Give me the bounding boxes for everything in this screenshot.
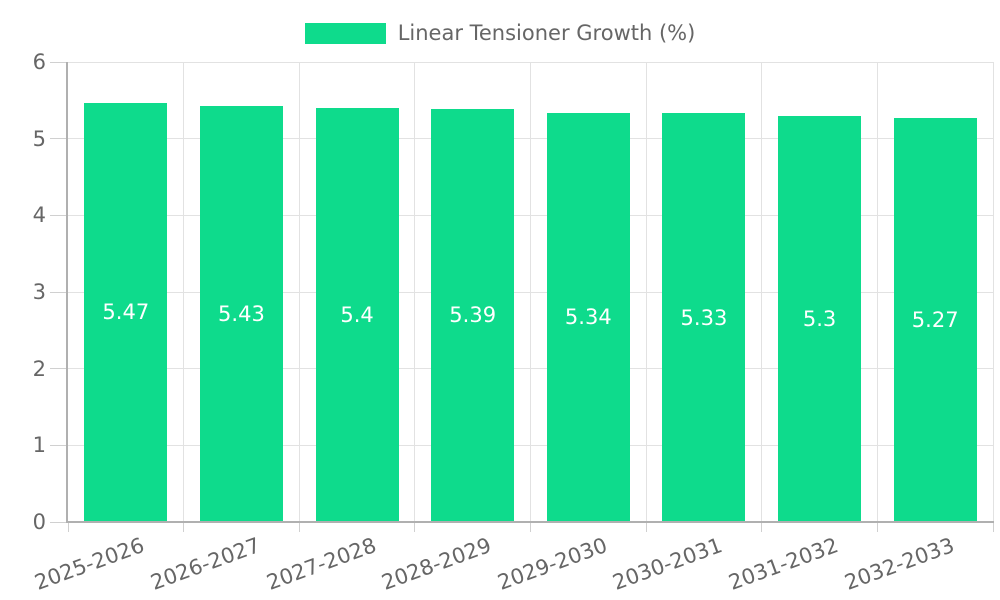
y-axis-tick	[50, 368, 68, 370]
legend-label: Linear Tensioner Growth (%)	[397, 21, 696, 45]
x-axis-tick	[876, 522, 878, 532]
bar-value-label: 5.43	[218, 301, 265, 326]
bar[interactable]: 5.43	[199, 105, 283, 522]
y-axis-line	[66, 62, 68, 523]
bar[interactable]: 5.33	[662, 113, 746, 522]
y-tick-label: 6	[32, 50, 46, 74]
gridline-vertical	[992, 62, 994, 522]
bar[interactable]: 5.27	[893, 117, 977, 522]
bar-value-label: 5.4	[340, 303, 374, 327]
y-tick-label: 0	[32, 510, 46, 534]
bar[interactable]: 5.4	[315, 108, 399, 522]
x-tick-label: 2028-2029	[378, 533, 495, 595]
bar[interactable]: 5.47	[84, 102, 168, 522]
bar[interactable]: 5.3	[778, 115, 862, 522]
y-axis-tick	[50, 291, 68, 293]
bar[interactable]: 5.39	[431, 108, 515, 522]
gridline-vertical	[298, 62, 300, 522]
y-tick-label: 3	[32, 280, 46, 304]
x-axis-tick	[298, 522, 300, 532]
y-tick-label: 5	[32, 126, 46, 151]
y-axis-tick	[50, 61, 68, 63]
y-tick-label: 1	[32, 433, 46, 458]
x-tick-label: 2027-2028	[263, 533, 379, 595]
x-axis-tick	[645, 522, 647, 532]
x-tick-label: 2030-2031	[610, 533, 726, 595]
y-tick-label: 4	[32, 203, 46, 228]
x-tick-label: 2025-2026	[31, 533, 148, 595]
x-axis-tick	[761, 522, 763, 532]
x-tick-label: 2026-2027	[147, 533, 264, 595]
gridline-vertical	[645, 62, 647, 522]
x-tick-label: 2031-2032	[725, 533, 842, 595]
bar-value-label: 5.33	[680, 305, 728, 330]
y-tick-label: 2	[32, 356, 46, 381]
bar-value-label: 5.3	[802, 306, 837, 331]
x-axis-tick	[530, 522, 531, 532]
legend-swatch	[304, 22, 386, 44]
x-tick-label: 2032-2033	[841, 533, 958, 595]
bar-value-label: 5.47	[102, 300, 150, 325]
bar[interactable]: 5.34	[546, 112, 630, 522]
bar-value-label: 5.34	[564, 305, 612, 330]
gridline-vertical	[183, 62, 185, 522]
y-axis-tick	[50, 521, 68, 523]
x-axis-line	[66, 521, 994, 523]
gridline-vertical	[876, 62, 878, 522]
bar-value-label: 5.27	[911, 307, 959, 332]
y-axis-tick	[50, 214, 68, 216]
x-axis-tick	[183, 522, 185, 532]
y-axis-tick	[50, 444, 68, 446]
gridline-vertical	[414, 62, 416, 522]
x-axis-tick	[992, 522, 994, 532]
x-tick-label: 2029-2030	[494, 533, 611, 595]
gridline-vertical	[761, 62, 763, 522]
x-axis-tick	[414, 522, 416, 532]
x-axis-tick	[67, 522, 69, 532]
gridline-vertical	[530, 62, 531, 522]
legend-item[interactable]: Linear Tensioner Growth (%)	[0, 21, 1000, 45]
y-axis-tick	[50, 138, 68, 140]
bar-value-label: 5.39	[449, 303, 497, 328]
